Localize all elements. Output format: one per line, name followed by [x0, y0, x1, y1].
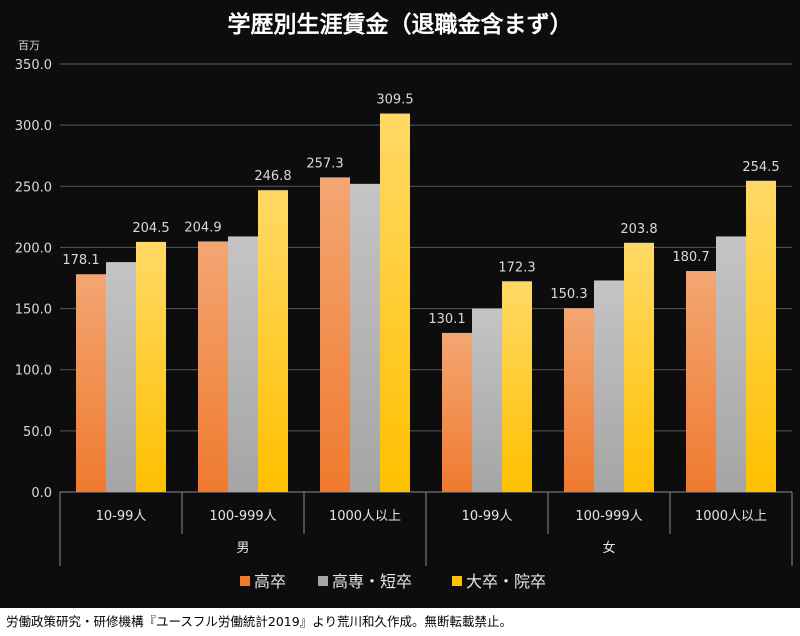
- data-label: 254.5: [742, 160, 779, 175]
- legend-swatch: [240, 576, 250, 586]
- x-tick-label: 100-999人: [209, 509, 276, 524]
- gridlines: [60, 63, 792, 493]
- bar: [380, 113, 410, 493]
- bar-chart: 学歴別生涯賃金（退職金含まず） 百万 0.0 50.0 100.0 150.0 200.…: [15, 11, 793, 591]
- data-label: 204.9: [184, 220, 221, 235]
- bar: [594, 280, 624, 492]
- data-labels: 178.1 204.5 204.9 246.8 257.3 309.5 130.1 172.3…: [62, 93, 779, 327]
- bar: [442, 332, 472, 492]
- y-axis-unit: 百万: [18, 39, 40, 52]
- y-tick-label: 250.0: [15, 180, 52, 195]
- data-label: 172.3: [498, 260, 535, 275]
- bar: [106, 262, 136, 492]
- bar: [198, 241, 228, 492]
- legend-swatch: [452, 576, 462, 586]
- legend-label: 高専・短卒: [332, 572, 412, 591]
- data-label: 150.3: [550, 287, 587, 302]
- bar: [746, 180, 776, 493]
- x-tick-label: 100-999人: [575, 509, 642, 524]
- legend: 高卒 高専・短卒 大卒・院卒: [240, 572, 546, 591]
- x-axis: 10-99人 100-999人 1000人以上 10-99人 100-999人 1000人…: [59, 492, 793, 566]
- legend-label: 高卒: [254, 572, 286, 591]
- source-footer: 労働政策研究・研修機構『ユースフル労働統計2019』より荒川和久作成。無断転載禁…: [6, 614, 512, 629]
- group-label: 男: [236, 541, 249, 556]
- chart-title: 学歴別生涯賃金（退職金含まず）: [228, 11, 573, 38]
- bar: [136, 241, 166, 492]
- chart-area: 学歴別生涯賃金（退職金含まず） 百万 0.0 50.0 100.0 150.0 200.…: [0, 0, 800, 608]
- data-label: 130.1: [428, 312, 465, 327]
- bar: [716, 236, 746, 492]
- x-tick-label: 10-99人: [96, 509, 147, 524]
- bar: [686, 271, 716, 492]
- bar: [258, 190, 288, 492]
- y-tick-label: 350.0: [15, 58, 52, 73]
- legend-label: 大卒・院卒: [466, 572, 546, 591]
- x-tick-label: 1000人以上: [695, 509, 767, 524]
- x-tick-label: 10-99人: [462, 509, 513, 524]
- bar: [564, 308, 594, 492]
- data-label: 180.7: [672, 250, 709, 265]
- x-tick-label: 1000人以上: [329, 509, 401, 524]
- legend-swatch: [318, 576, 328, 586]
- y-tick-label: 100.0: [15, 364, 52, 379]
- bar: [76, 274, 106, 492]
- data-label: 246.8: [254, 169, 291, 184]
- bar: [228, 236, 258, 492]
- y-tick-label: 0.0: [31, 486, 52, 501]
- group-label: 女: [602, 540, 615, 556]
- bar: [320, 177, 350, 492]
- bars: [76, 113, 776, 493]
- y-axis-ticks: 0.0 50.0 100.0 150.0 200.0 250.0 300.0 350.0: [15, 58, 52, 501]
- data-label: 178.1: [62, 253, 99, 268]
- bar: [502, 281, 532, 492]
- data-label: 204.5: [132, 221, 169, 236]
- bar: [472, 308, 502, 492]
- y-tick-label: 200.0: [15, 241, 52, 256]
- data-label: 203.8: [620, 222, 657, 237]
- bar: [350, 183, 380, 492]
- bar: [624, 242, 654, 492]
- data-label: 309.5: [376, 93, 413, 108]
- y-tick-label: 300.0: [15, 119, 52, 134]
- y-tick-label: 50.0: [23, 425, 52, 440]
- y-tick-label: 150.0: [15, 303, 52, 318]
- data-label: 257.3: [306, 156, 343, 171]
